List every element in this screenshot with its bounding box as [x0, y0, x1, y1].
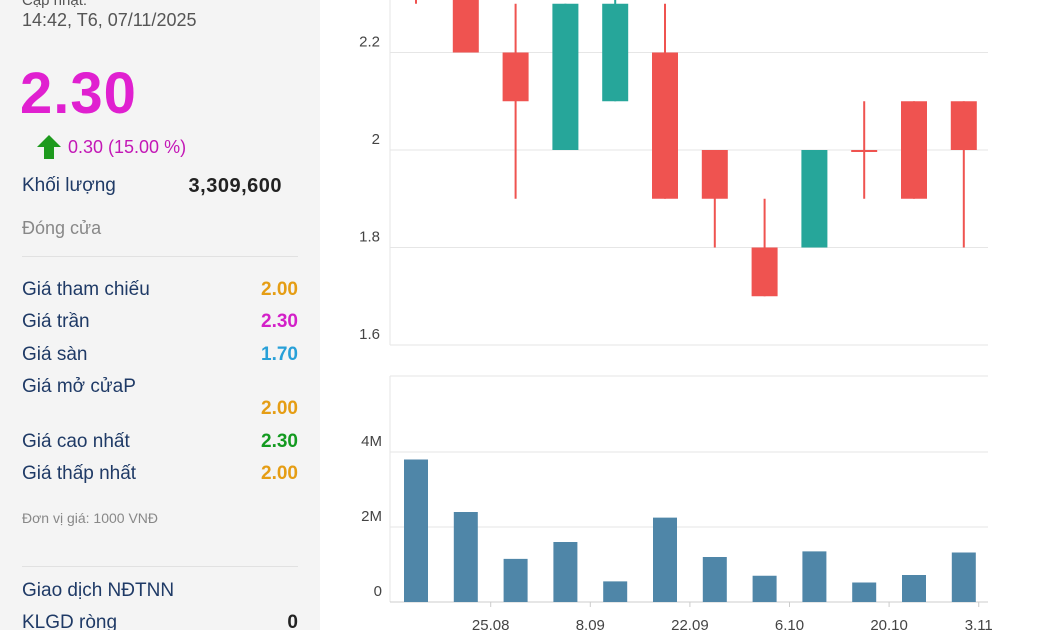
- volume-value: 3,309,600: [188, 175, 282, 197]
- foreign-trade-title: Giao dịch NĐTNN: [22, 580, 175, 601]
- candle: [801, 150, 828, 248]
- candle-body: [851, 150, 878, 152]
- candlestick-series: [415, 0, 977, 297]
- candle: [901, 101, 927, 199]
- volume-grid: [389, 375, 988, 603]
- price-tick-label: 2.2: [359, 34, 380, 51]
- volume-bar-series: [404, 459, 976, 602]
- volume-tick-label: 0: [374, 583, 382, 600]
- volume-bar: [752, 575, 777, 602]
- price-grid: [389, 0, 988, 346]
- high-price-label: Giá cao nhất: [22, 431, 130, 452]
- ceiling-price-row: Giá trần 2.30: [22, 311, 298, 333]
- candle: [851, 101, 878, 199]
- volume-axis: 0 2M 4M: [361, 433, 382, 600]
- date-axis: 25.08 8.09 22.09 6.10 20.10 3.11: [472, 602, 993, 630]
- candle: [415, 0, 417, 4]
- quote-panel: Cập nhật: 14:42, T6, 07/11/2025 2.30 0.3…: [0, 0, 320, 630]
- date-tick-label: 8.09: [576, 617, 605, 630]
- change-value: 0.30 (15.00 %): [68, 136, 187, 157]
- candle: [552, 3, 579, 150]
- volume-bar: [702, 557, 727, 602]
- price-volume-chart: 1.6 1.8 2 2.2 0 2M 4M 25.08 8.09 22.09 6.10 20.10…: [359, 0, 993, 630]
- unit-note: Đơn vị giá: 1000 VNĐ: [22, 510, 159, 526]
- date-tick-label: 25.08: [472, 617, 510, 630]
- volume-bar: [653, 517, 677, 602]
- candle: [452, 0, 479, 53]
- candle-body: [950, 101, 977, 150]
- floor-price-value: 1.70: [261, 344, 298, 365]
- candle-body: [452, 0, 479, 53]
- candle-body: [801, 150, 828, 248]
- date-tick-label: 22.09: [671, 617, 709, 630]
- up-arrow-icon: [37, 135, 61, 159]
- candle-body: [751, 247, 778, 297]
- volume-bar: [404, 459, 428, 602]
- high-price-value: 2.30: [261, 431, 298, 452]
- ceiling-price-value: 2.30: [261, 311, 298, 332]
- reference-price-row: Giá tham chiếu 2.00: [22, 279, 298, 301]
- volume-row: Khối lượng 3,309,600: [22, 175, 298, 198]
- divider: [22, 256, 298, 257]
- volume-bar: [503, 558, 528, 602]
- volume-bar: [902, 575, 926, 602]
- update-time: 14:42, T6, 07/11/2025: [22, 10, 197, 30]
- price-tick-label: 2: [372, 131, 380, 148]
- reference-price-label: Giá tham chiếu: [22, 279, 150, 300]
- reference-price-value: 2.00: [261, 279, 298, 300]
- price-change: 0.30 (15.00 %): [36, 134, 186, 160]
- volume-bar: [802, 551, 827, 602]
- candle: [751, 198, 778, 297]
- floor-price-row: Giá sàn 1.70: [22, 344, 298, 366]
- date-tick-label: 6.10: [775, 617, 804, 630]
- volume-label: Khối lượng: [22, 175, 116, 196]
- candle-body: [502, 52, 529, 102]
- open-price-value: 2.00: [261, 398, 298, 419]
- date-tick-label: 20.10: [870, 617, 908, 630]
- floor-price-label: Giá sàn: [22, 344, 88, 365]
- price-tick-label: 1.8: [359, 229, 380, 246]
- volume-tick-label: 4M: [361, 433, 382, 450]
- low-price-row: Giá thấp nhất 2.00: [22, 463, 298, 485]
- candle: [652, 3, 678, 199]
- volume-bar: [603, 581, 628, 602]
- volume-bar: [852, 582, 877, 602]
- net-volume-value: 0: [287, 612, 298, 630]
- low-price-label: Giá thấp nhất: [22, 463, 137, 484]
- candle: [602, 0, 629, 102]
- net-volume-row: KLGD ròng 0: [22, 612, 298, 630]
- volume-bar: [453, 512, 478, 602]
- divider: [22, 566, 298, 567]
- high-price-row: Giá cao nhất 2.30: [22, 431, 298, 453]
- ceiling-price-label: Giá trần: [22, 311, 90, 332]
- open-price-value-row: 2.00: [22, 398, 298, 420]
- update-label: Cập nhật:: [22, 0, 88, 9]
- volume-bar: [553, 542, 578, 602]
- current-price: 2.30: [20, 61, 137, 126]
- volume-tick-label: 2M: [361, 508, 382, 525]
- candle: [950, 101, 977, 248]
- candle-body: [901, 101, 927, 199]
- open-price-label-row: Giá mở cửaP: [22, 376, 298, 398]
- net-volume-label: KLGD ròng: [22, 612, 118, 630]
- open-price-label: Giá mở cửaP: [22, 376, 136, 397]
- candle-body: [552, 3, 579, 150]
- close-label: Đóng cửa: [22, 218, 102, 238]
- price-tick-label: 1.6: [359, 326, 380, 343]
- candle: [701, 150, 728, 248]
- date-tick-label: 3.11: [965, 617, 993, 630]
- candle-body: [602, 3, 629, 102]
- candle-body: [701, 150, 728, 199]
- low-price-value: 2.00: [261, 463, 298, 484]
- volume-bar: [951, 552, 976, 602]
- price-axis: 1.6 1.8 2 2.2: [359, 34, 380, 344]
- candle-body: [652, 52, 678, 199]
- candle: [502, 3, 529, 199]
